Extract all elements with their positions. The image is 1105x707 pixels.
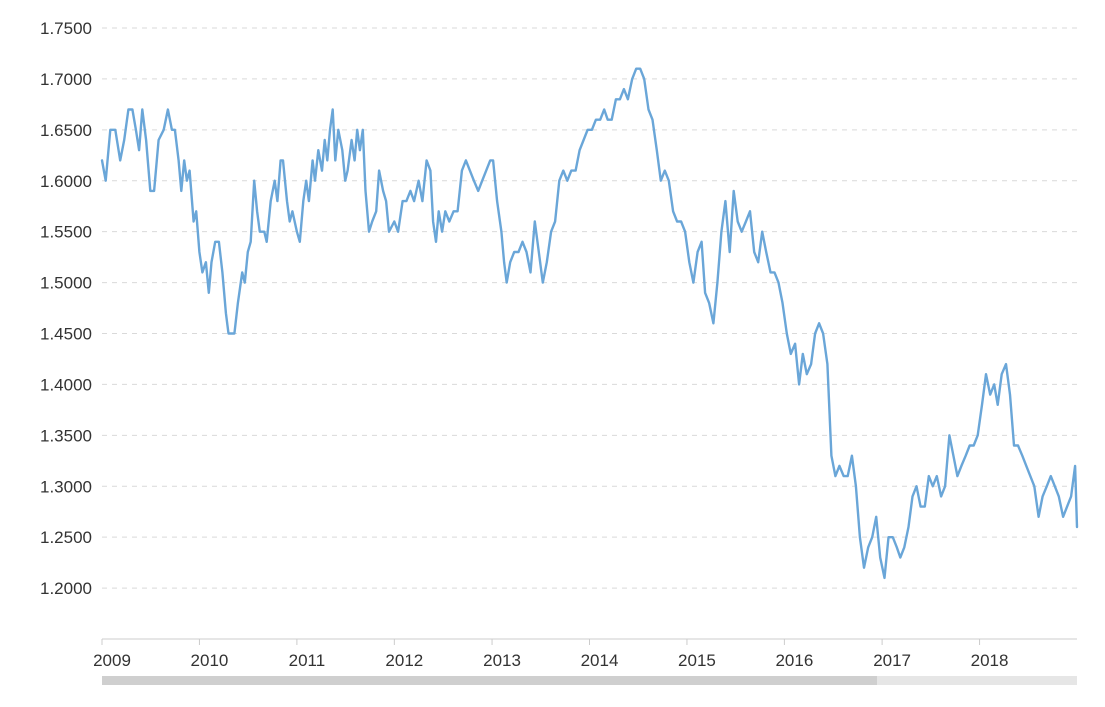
y-tick-label: 1.4500 [40, 325, 92, 344]
scrollbar-thumb[interactable] [102, 676, 877, 685]
x-tick-label: 2015 [678, 651, 716, 670]
y-tick-label: 1.2500 [40, 528, 92, 547]
x-tick-label: 2009 [93, 651, 131, 670]
y-tick-label: 1.6000 [40, 172, 92, 191]
y-tick-label: 1.2000 [40, 579, 92, 598]
x-tick-label: 2017 [873, 651, 911, 670]
series-group [100, 67, 1079, 580]
x-tick-label: 2011 [289, 651, 326, 670]
y-tick-label: 1.4000 [40, 375, 92, 394]
y-tick-label: 1.5500 [40, 223, 92, 242]
x-tick-label: 2013 [483, 651, 521, 670]
y-axis-ticks: 1.2000 1.2500 1.3000 1.3500 1.4000 1.4500 1.50… [40, 19, 92, 598]
x-axis-ticks: 2009 2010 2011 2012 2013 2014 2015 2016 2017 2018 [93, 639, 1008, 670]
series-line [100, 67, 1079, 580]
x-tick-label: 2016 [775, 651, 813, 670]
y-tick-label: 1.5000 [40, 274, 92, 293]
y-tick-label: 1.3000 [40, 477, 92, 496]
x-tick-label: 2018 [971, 651, 1009, 670]
x-tick-label: 2014 [581, 651, 619, 670]
gridlines [102, 27, 1077, 589]
x-tick-label: 2012 [385, 651, 423, 670]
y-tick-label: 1.7500 [40, 19, 92, 38]
x-tick-label: 2010 [191, 651, 229, 670]
navigator-scrollbar[interactable] [102, 676, 1077, 685]
y-tick-label: 1.6500 [40, 121, 92, 140]
y-tick-label: 1.7000 [40, 70, 92, 89]
y-tick-label: 1.3500 [40, 426, 92, 445]
